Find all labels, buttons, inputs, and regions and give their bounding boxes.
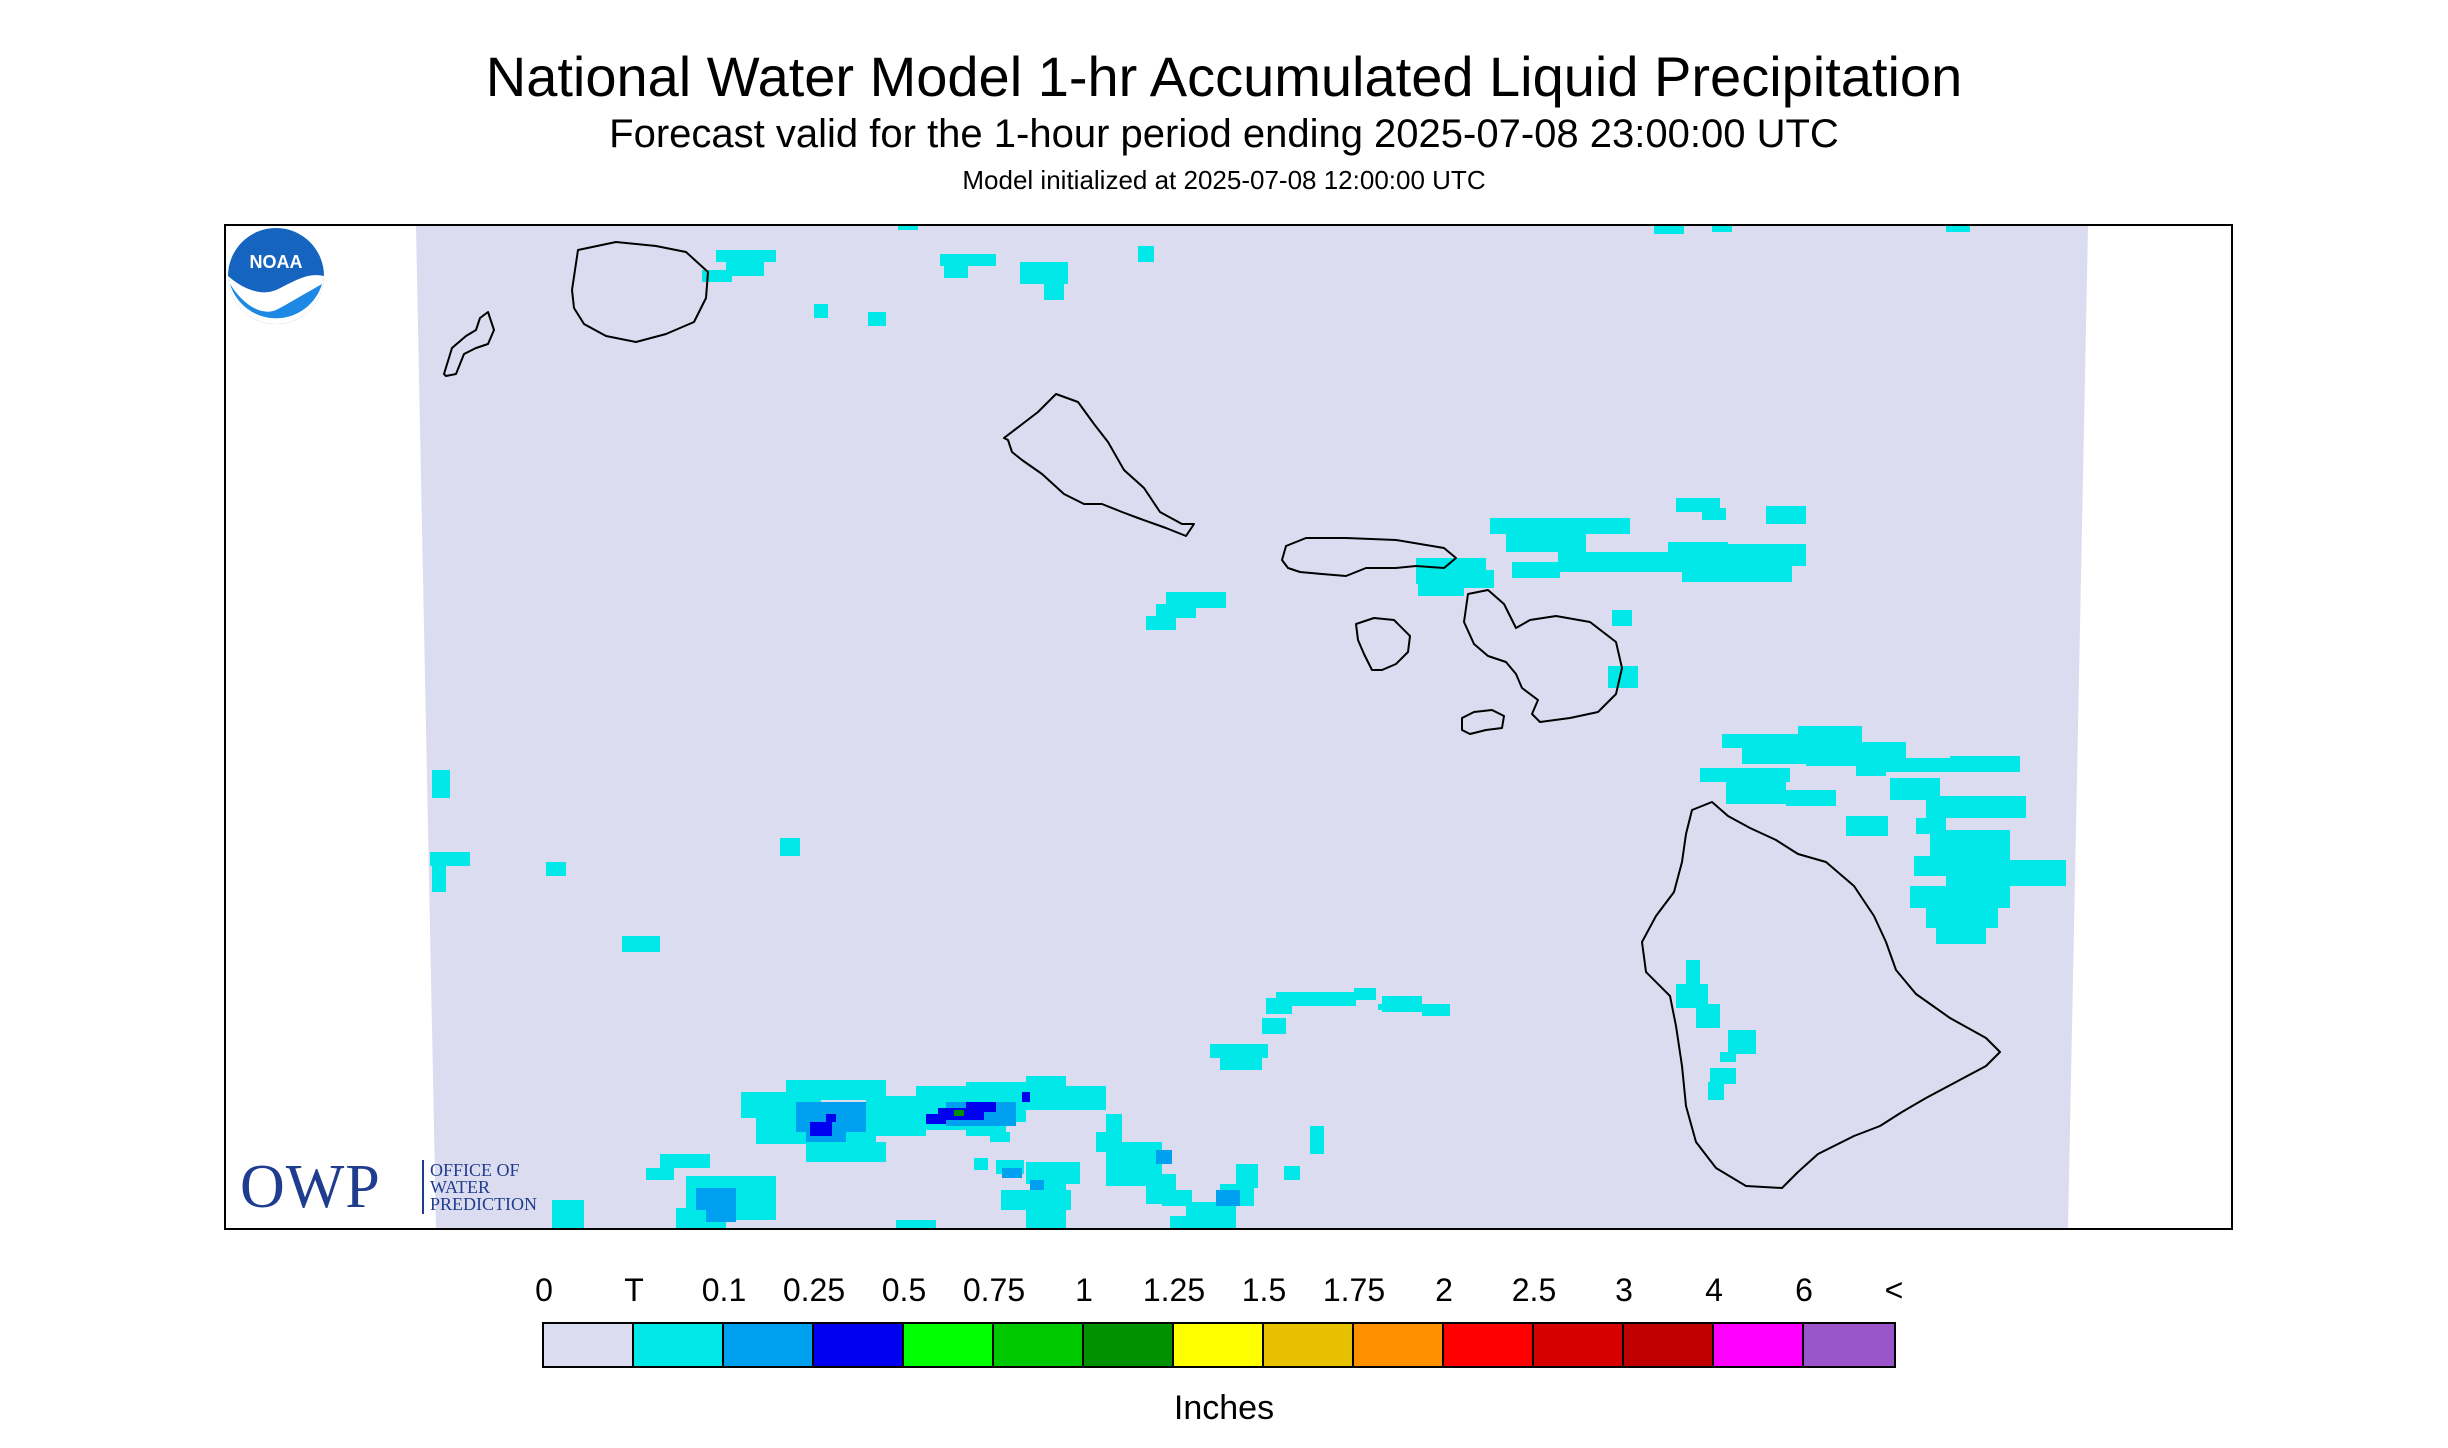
legend-swatch: [544, 1324, 634, 1366]
precipitation-map: OWP OFFICE OF WATER PREDICTION NOAA: [224, 224, 2233, 1230]
legend-swatch: [1444, 1324, 1534, 1366]
owp-letters: OWP: [240, 1153, 381, 1221]
legend-tick-label: 4: [1705, 1272, 1723, 1308]
kahoolawe-coast: [1461, 709, 1505, 735]
legend-swatch: [814, 1324, 904, 1366]
legend-units: Inches: [1173, 1389, 1275, 1427]
molokai-coast: [1281, 537, 1457, 577]
legend-tick-label: T: [624, 1272, 644, 1308]
legend-tick-label: 1: [1075, 1272, 1093, 1308]
legend-swatch: [1624, 1324, 1714, 1366]
kauai-coast: [571, 241, 709, 343]
model-domain: [416, 226, 2088, 1228]
legend-swatch: [1354, 1324, 1444, 1366]
heavy-precip-cell: [954, 1110, 964, 1116]
owp-office-name: OFFICE OF WATER PREDICTION: [430, 1160, 537, 1214]
legend-tick-label: 2: [1435, 1272, 1453, 1308]
map-title: National Water Model 1-hr Accumulated Li…: [485, 45, 1963, 108]
legend-swatch: [1084, 1324, 1174, 1366]
legend-tick-label: 1.5: [1241, 1272, 1287, 1308]
legend-tick-label: 1.25: [1142, 1272, 1206, 1308]
legend-swatch: [724, 1324, 814, 1366]
hawaii-coast: [1641, 801, 2001, 1189]
legend-swatch: [1714, 1324, 1804, 1366]
trace-precip-cells: [430, 226, 2066, 1228]
noaa-logo: NOAA: [228, 228, 324, 324]
legend-tick-label: 0.25: [782, 1272, 846, 1308]
oahu-coast: [1003, 393, 1195, 537]
legend-swatch: [1174, 1324, 1264, 1366]
legend-labels: 0 T 0.1 0.25 0.5 0.75 1 1.25 1.5 1.75 2 2.5 3 4 6 <: [535, 1270, 1912, 1310]
legend-tick-label: 0.75: [962, 1272, 1026, 1308]
legend-swatch: [634, 1324, 724, 1366]
owp-logo-text: OWP OFFICE OF WATER PREDICTION: [240, 1156, 540, 1218]
noaa-wordmark: NOAA: [250, 252, 303, 272]
legend-swatch: [904, 1324, 994, 1366]
coastlines: [443, 241, 2001, 1189]
legend-tick-label: 0.5: [881, 1272, 927, 1308]
owp-office-line-2: WATER: [430, 1177, 490, 1197]
owp-divider: [422, 1160, 424, 1214]
legend-colorbar: [542, 1322, 1896, 1368]
model-init-time: Model initialized at 2025-07-08 12:00:00…: [962, 165, 1486, 195]
maui-coast: [1463, 589, 1623, 723]
legend-tick-label: 1.75: [1322, 1272, 1386, 1308]
legend-tick-label: 2.5: [1511, 1272, 1557, 1308]
lanai-coast: [1355, 617, 1411, 671]
legend-tick-label: 6: [1795, 1272, 1813, 1308]
legend-swatch: [1804, 1324, 1894, 1366]
legend-tick-label: 3: [1615, 1272, 1633, 1308]
legend-tick-label: <: [1884, 1272, 1904, 1308]
niihau-coast: [443, 311, 495, 377]
legend-tick-label: 0.1: [701, 1272, 747, 1308]
legend-swatch: [1264, 1324, 1354, 1366]
owp-office-line-1: OFFICE OF: [430, 1160, 520, 1180]
map-subtitle: Forecast valid for the 1-hour period end…: [609, 112, 1839, 156]
legend-swatch: [1534, 1324, 1624, 1366]
owp-office-line-3: PREDICTION: [430, 1194, 537, 1214]
legend-swatch: [994, 1324, 1084, 1366]
legend-tick-label: 0: [535, 1272, 553, 1308]
map-canvas: [416, 226, 2088, 1228]
